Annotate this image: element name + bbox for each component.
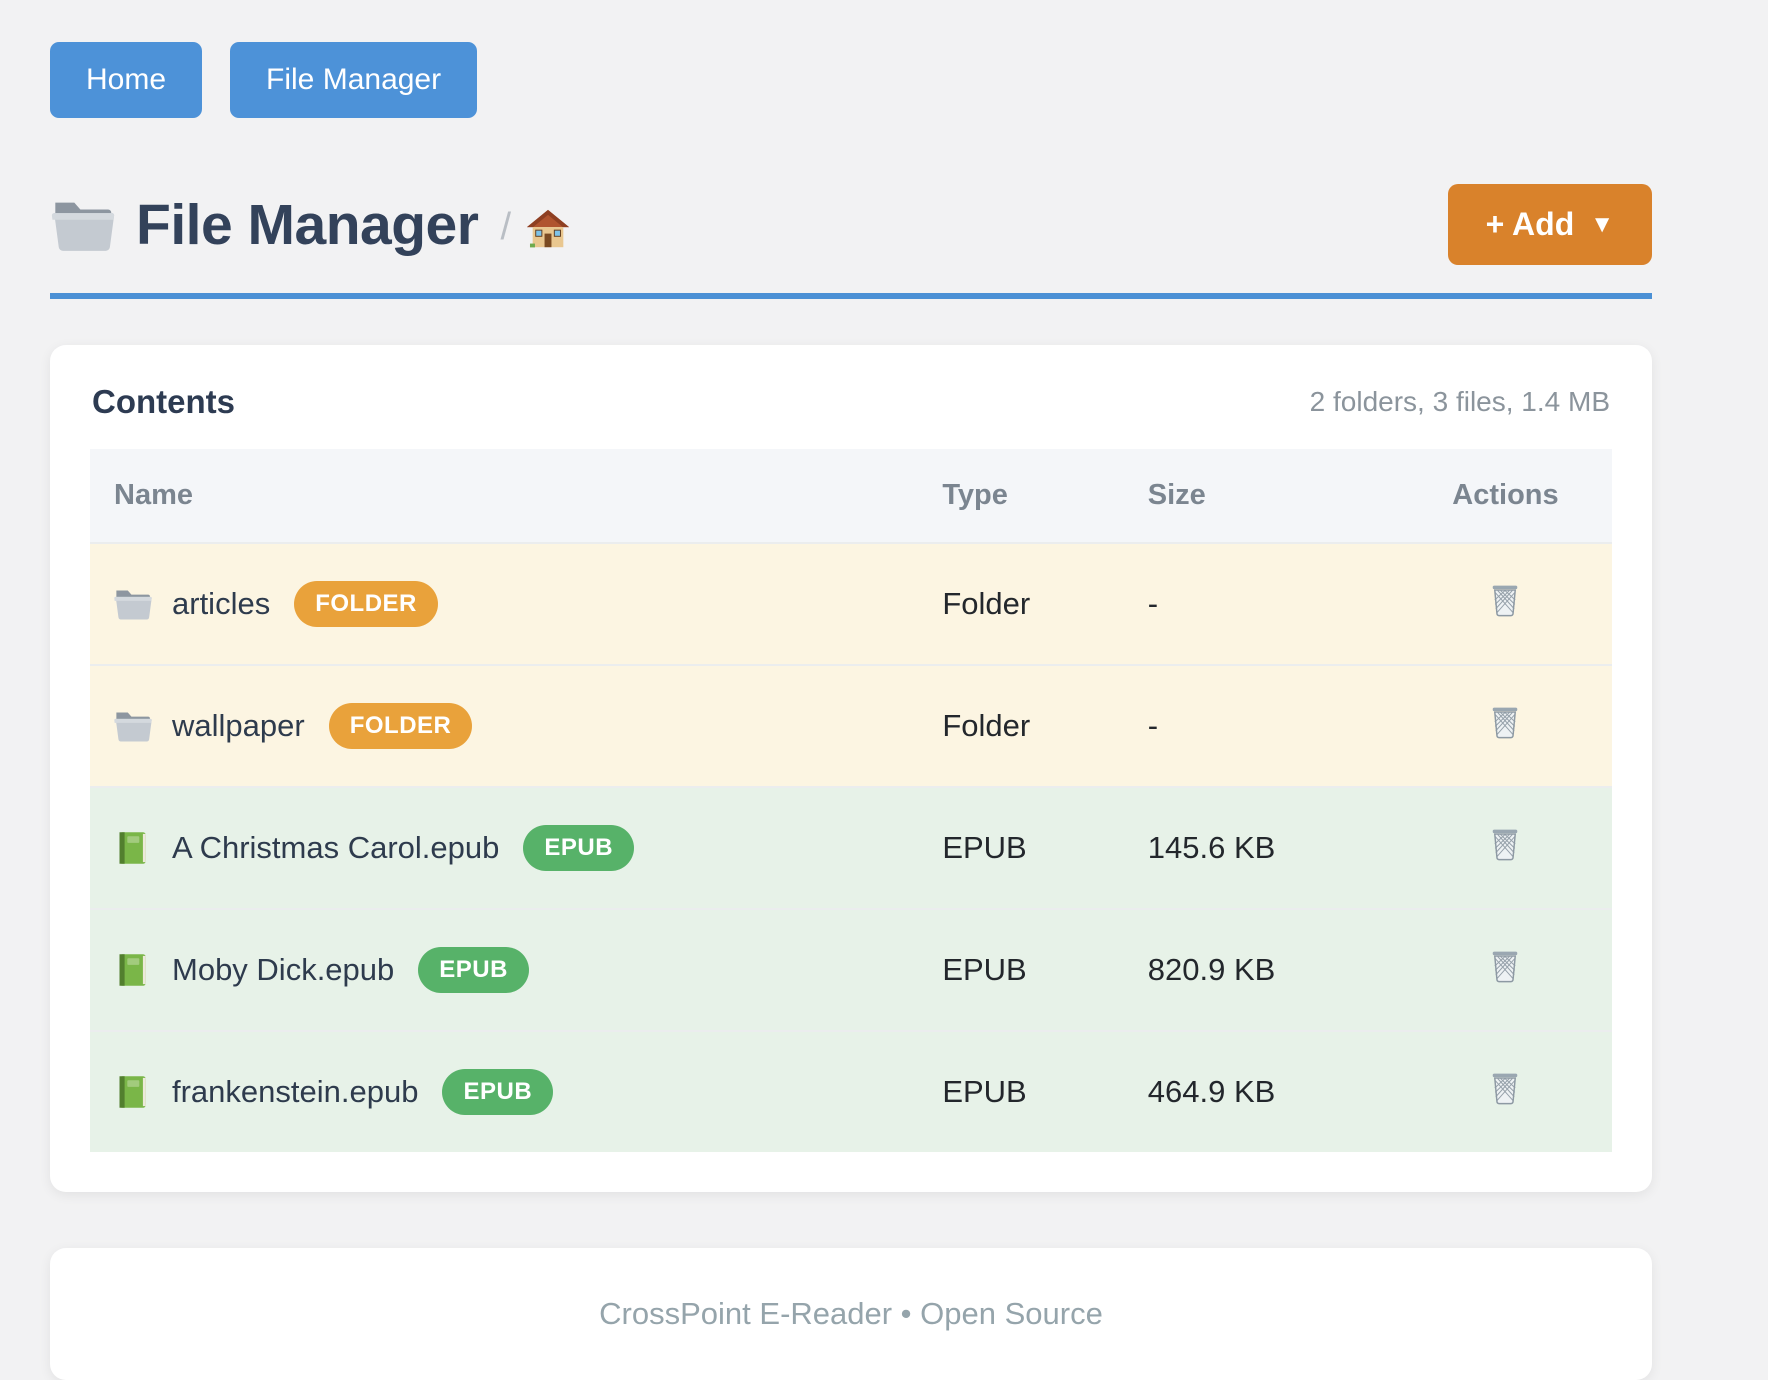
file-size: 145.6 KB bbox=[1148, 787, 1399, 909]
column-header-type: Type bbox=[942, 449, 1147, 543]
contents-card: Contents 2 folders, 3 files, 1.4 MB Name… bbox=[50, 345, 1652, 1192]
file-type: EPUB bbox=[942, 909, 1147, 1031]
file-table: Name Type Size Actions articles FOLDER F… bbox=[90, 449, 1612, 1152]
trash-icon bbox=[1487, 703, 1523, 741]
file-type-icon bbox=[114, 1074, 152, 1110]
contents-summary: 2 folders, 3 files, 1.4 MB bbox=[1310, 386, 1610, 418]
file-size: 464.9 KB bbox=[1148, 1031, 1399, 1152]
file-type-badge: FOLDER bbox=[329, 703, 473, 749]
table-row[interactable]: wallpaper FOLDER Folder - bbox=[90, 665, 1612, 787]
home-button[interactable]: Home bbox=[50, 42, 202, 118]
column-header-name: Name bbox=[90, 449, 942, 543]
page-title: File Manager bbox=[136, 192, 478, 258]
file-size: 820.9 KB bbox=[1148, 909, 1399, 1031]
table-row[interactable]: A Christmas Carol.epub EPUB EPUB 145.6 K… bbox=[90, 787, 1612, 909]
delete-button[interactable] bbox=[1487, 825, 1523, 863]
column-header-size: Size bbox=[1148, 449, 1399, 543]
file-name[interactable]: articles bbox=[172, 586, 270, 622]
file-type-badge: EPUB bbox=[418, 947, 529, 993]
file-type: EPUB bbox=[942, 787, 1147, 909]
contents-title: Contents bbox=[92, 383, 235, 421]
contents-header: Contents 2 folders, 3 files, 1.4 MB bbox=[90, 383, 1612, 421]
breadcrumb-separator: / bbox=[500, 206, 511, 249]
file-type-badge: FOLDER bbox=[294, 581, 438, 627]
file-name[interactable]: wallpaper bbox=[172, 708, 305, 744]
footer-text: CrossPoint E-Reader • Open Source bbox=[599, 1296, 1103, 1331]
add-button[interactable]: + Add ▼ bbox=[1448, 184, 1652, 265]
page-header: File Manager / + Add ▼ bbox=[50, 184, 1652, 265]
delete-button[interactable] bbox=[1487, 1069, 1523, 1107]
delete-button[interactable] bbox=[1487, 703, 1523, 741]
file-size: - bbox=[1148, 665, 1399, 787]
table-header-row: Name Type Size Actions bbox=[90, 449, 1612, 543]
file-type: Folder bbox=[942, 543, 1147, 665]
file-type-icon bbox=[114, 708, 152, 744]
table-row[interactable]: frankenstein.epub EPUB EPUB 464.9 KB bbox=[90, 1031, 1612, 1152]
file-type-icon bbox=[114, 830, 152, 866]
title-divider bbox=[50, 293, 1652, 299]
title-wrap: File Manager / bbox=[50, 192, 571, 258]
table-row[interactable]: articles FOLDER Folder - bbox=[90, 543, 1612, 665]
file-type-icon bbox=[114, 952, 152, 988]
chevron-down-icon: ▼ bbox=[1590, 211, 1614, 239]
file-name[interactable]: A Christmas Carol.epub bbox=[172, 830, 499, 866]
footer: CrossPoint E-Reader • Open Source bbox=[50, 1248, 1652, 1380]
column-header-actions: Actions bbox=[1399, 449, 1612, 543]
folder-icon bbox=[50, 196, 116, 254]
page: Home File Manager File Manager / + Add ▼… bbox=[50, 0, 1652, 1380]
file-name[interactable]: frankenstein.epub bbox=[172, 1074, 418, 1110]
file-manager-button[interactable]: File Manager bbox=[230, 42, 477, 118]
delete-button[interactable] bbox=[1487, 581, 1523, 619]
file-type: Folder bbox=[942, 665, 1147, 787]
top-nav: Home File Manager bbox=[50, 0, 1652, 118]
house-icon[interactable] bbox=[525, 207, 571, 251]
trash-icon bbox=[1487, 1069, 1523, 1107]
file-type-badge: EPUB bbox=[442, 1069, 553, 1115]
file-type-icon bbox=[114, 586, 152, 622]
trash-icon bbox=[1487, 947, 1523, 985]
file-size: - bbox=[1148, 543, 1399, 665]
file-name[interactable]: Moby Dick.epub bbox=[172, 952, 394, 988]
trash-icon bbox=[1487, 825, 1523, 863]
delete-button[interactable] bbox=[1487, 947, 1523, 985]
table-row[interactable]: Moby Dick.epub EPUB EPUB 820.9 KB bbox=[90, 909, 1612, 1031]
trash-icon bbox=[1487, 581, 1523, 619]
file-type-badge: EPUB bbox=[523, 825, 634, 871]
add-button-label: + Add bbox=[1486, 206, 1575, 243]
file-type: EPUB bbox=[942, 1031, 1147, 1152]
